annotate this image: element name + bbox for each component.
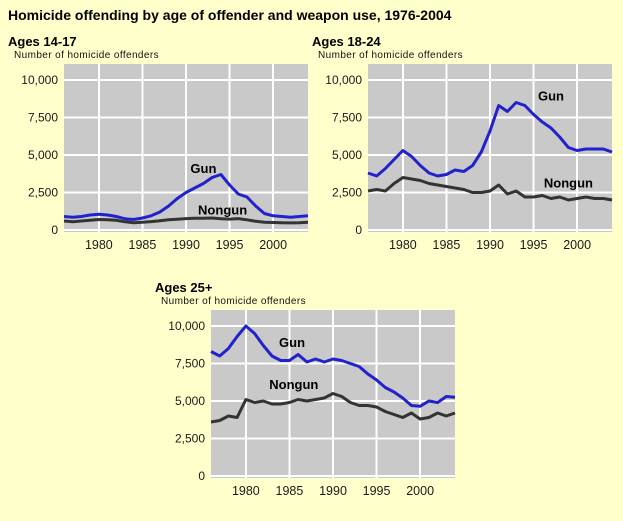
panel-y-axis-label: Number of homicide offenders <box>318 50 463 61</box>
x-tick-label: 1985 <box>276 484 304 498</box>
y-tick-label: 10,000 <box>325 73 362 87</box>
x-tick-label: 1985 <box>433 238 461 252</box>
y-tick-label: 10,000 <box>21 73 58 87</box>
series-line-gun <box>63 173 309 221</box>
series-label-nongun: Nongun <box>198 202 247 217</box>
x-tick-label: 1985 <box>129 238 157 252</box>
panel-ages-25-plus: Ages 25+ Number of homicide offenders 0 2… <box>153 280 457 502</box>
y-tick-label: 5,000 <box>175 394 205 408</box>
x-tick-label: 1995 <box>520 238 548 252</box>
y-tick-label: 5,000 <box>332 148 362 162</box>
x-tick-label: 1990 <box>476 238 504 252</box>
x-tick-label: 2000 <box>563 238 591 252</box>
series-line-nongun <box>367 176 613 202</box>
series-line-gun <box>367 101 613 178</box>
panel-heading: Ages 14-17 <box>8 34 77 49</box>
x-tick-label: 1995 <box>363 484 391 498</box>
x-tick-label: 1980 <box>85 238 113 252</box>
y-tick-label: 2,500 <box>28 186 58 200</box>
x-tick-label: 2000 <box>406 484 434 498</box>
panel-ages-18-24: Ages 18-24 Number of homicide offenders … <box>310 34 614 256</box>
series-label-gun: Gun <box>279 335 305 350</box>
page-title: Homicide offending by age of offender an… <box>8 7 452 23</box>
x-tick-label: 1980 <box>389 238 417 252</box>
y-tick-label: 7,500 <box>175 357 205 371</box>
y-tick-label: 0 <box>51 223 58 237</box>
series-label-gun: Gun <box>190 161 216 176</box>
panel-y-axis-label: Number of homicide offenders <box>161 296 306 307</box>
series-line-nongun <box>63 216 309 225</box>
chart-ages-25-plus: 0 2,500 5,000 7,500 10,000 1980 1985 1990 1995 20… <box>153 310 457 502</box>
panel-heading: Ages 25+ <box>155 280 213 295</box>
y-tick-label: 7,500 <box>332 111 362 125</box>
x-tick-label: 1980 <box>232 484 260 498</box>
y-tick-label: 0 <box>198 469 205 483</box>
series-label-nongun: Nongun <box>269 377 318 392</box>
panel-heading: Ages 18-24 <box>312 34 381 49</box>
series-line-nongun <box>210 392 456 424</box>
chart-svg: 0 2,500 5,000 7,500 10,000 1980 1985 1990 1995 20… <box>168 310 456 498</box>
series-line-gun <box>210 324 456 408</box>
series-label-nongun: Nongun <box>544 175 593 190</box>
x-tick-label: 1995 <box>216 238 244 252</box>
panel-ages-14-17: Ages 14-17 Number of homicide offenders … <box>6 34 310 256</box>
y-tick-label: 10,000 <box>168 319 205 333</box>
x-tick-label: 1990 <box>319 484 347 498</box>
chart-ages-14-17: 0 2,500 5,000 7,500 10,000 1980 1985 1990 1995 20… <box>6 64 310 256</box>
y-tick-label: 5,000 <box>28 148 58 162</box>
y-tick-label: 7,500 <box>28 111 58 125</box>
y-tick-label: 2,500 <box>175 432 205 446</box>
chart-svg: 0 2,500 5,000 7,500 10,000 1980 1985 1990 1995 20… <box>325 64 613 252</box>
y-tick-label: 0 <box>355 223 362 237</box>
panel-y-axis-label: Number of homicide offenders <box>14 50 159 61</box>
series-label-gun: Gun <box>538 88 564 103</box>
x-tick-label: 2000 <box>259 238 287 252</box>
y-tick-label: 2,500 <box>332 186 362 200</box>
x-tick-label: 1990 <box>172 238 200 252</box>
chart-ages-18-24: 0 2,500 5,000 7,500 10,000 1980 1985 1990 1995 20… <box>310 64 614 256</box>
chart-svg: 0 2,500 5,000 7,500 10,000 1980 1985 1990 1995 20… <box>21 64 309 252</box>
